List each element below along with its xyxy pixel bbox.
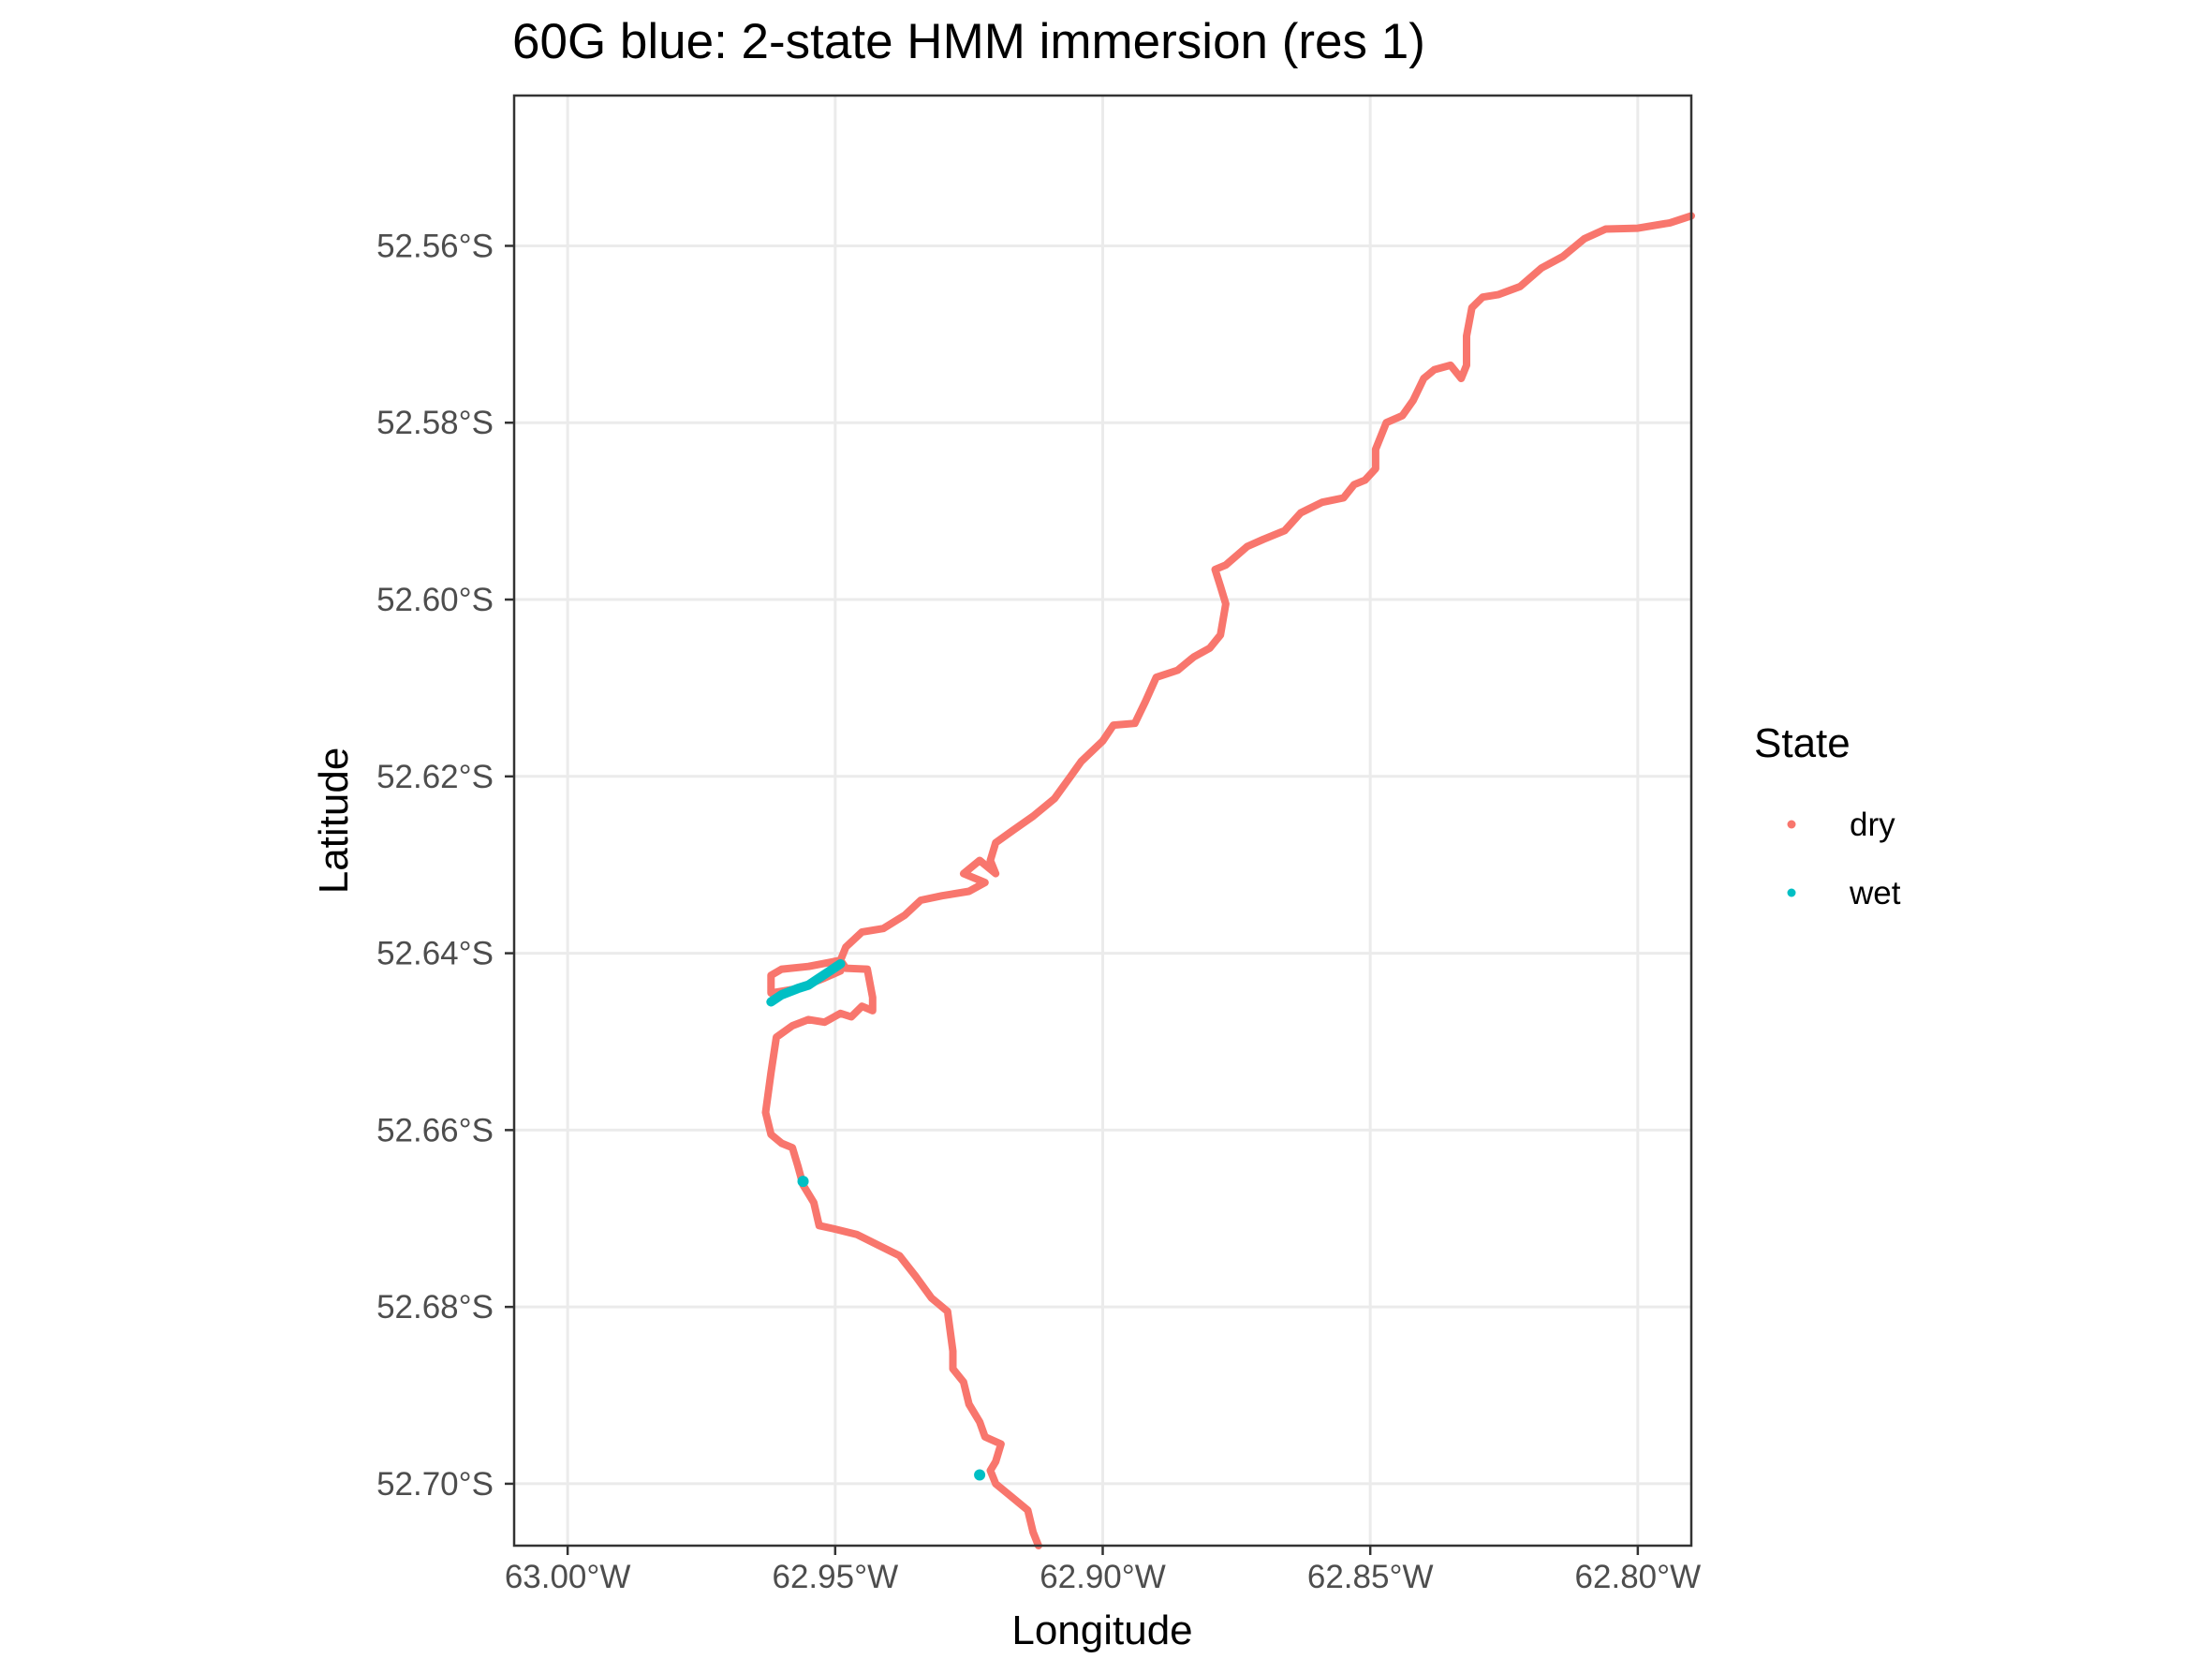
y-tick-label-2: 52.60°S xyxy=(376,582,494,618)
legend-title: State xyxy=(1754,720,1851,766)
wet-point-1 xyxy=(974,1469,986,1481)
x-tick-label-4: 62.80°W xyxy=(1575,1559,1702,1595)
y-axis: 52.56°S 52.58°S 52.60°S 52.62°S 52.64°S 52.66… xyxy=(376,228,514,1503)
x-tick-label-2: 62.90°W xyxy=(1040,1559,1166,1595)
y-tick-label-5: 52.66°S xyxy=(376,1112,494,1148)
y-tick-label-4: 52.64°S xyxy=(376,936,494,972)
x-tick-label-3: 62.85°W xyxy=(1307,1559,1434,1595)
y-tick-label-0: 52.56°S xyxy=(376,228,494,264)
series-wet xyxy=(766,958,986,1481)
legend-items: dry wet xyxy=(1787,807,1901,911)
x-tick-label-0: 63.00°W xyxy=(505,1559,631,1595)
legend-key-wet xyxy=(1787,888,1796,897)
x-axis-title: Longitude xyxy=(1011,1607,1192,1653)
y-axis-title: Latitude xyxy=(311,748,357,895)
dry-track xyxy=(761,212,1695,1549)
y-tick-label-6: 52.68°S xyxy=(376,1289,494,1326)
grid xyxy=(514,96,1691,1546)
chart-title: 60G blue: 2-state HMM immersion (res 1) xyxy=(512,14,1425,69)
y-tick-label-7: 52.70°S xyxy=(376,1466,494,1503)
y-tick-label-3: 52.62°S xyxy=(376,759,494,795)
legend-key-dry xyxy=(1787,820,1796,829)
wet-track xyxy=(766,958,846,1007)
legend-label-dry: dry xyxy=(1850,807,1895,843)
x-axis: 63.00°W 62.95°W 62.90°W 62.85°W 62.80°W xyxy=(505,1546,1701,1595)
x-tick-label-1: 62.95°W xyxy=(773,1559,899,1595)
legend: State dry wet xyxy=(1754,720,1901,911)
data-layer xyxy=(761,212,1695,1549)
wet-point-0 xyxy=(797,1176,809,1188)
legend-label-wet: wet xyxy=(1849,875,1901,911)
y-tick-label-1: 52.58°S xyxy=(376,405,494,441)
